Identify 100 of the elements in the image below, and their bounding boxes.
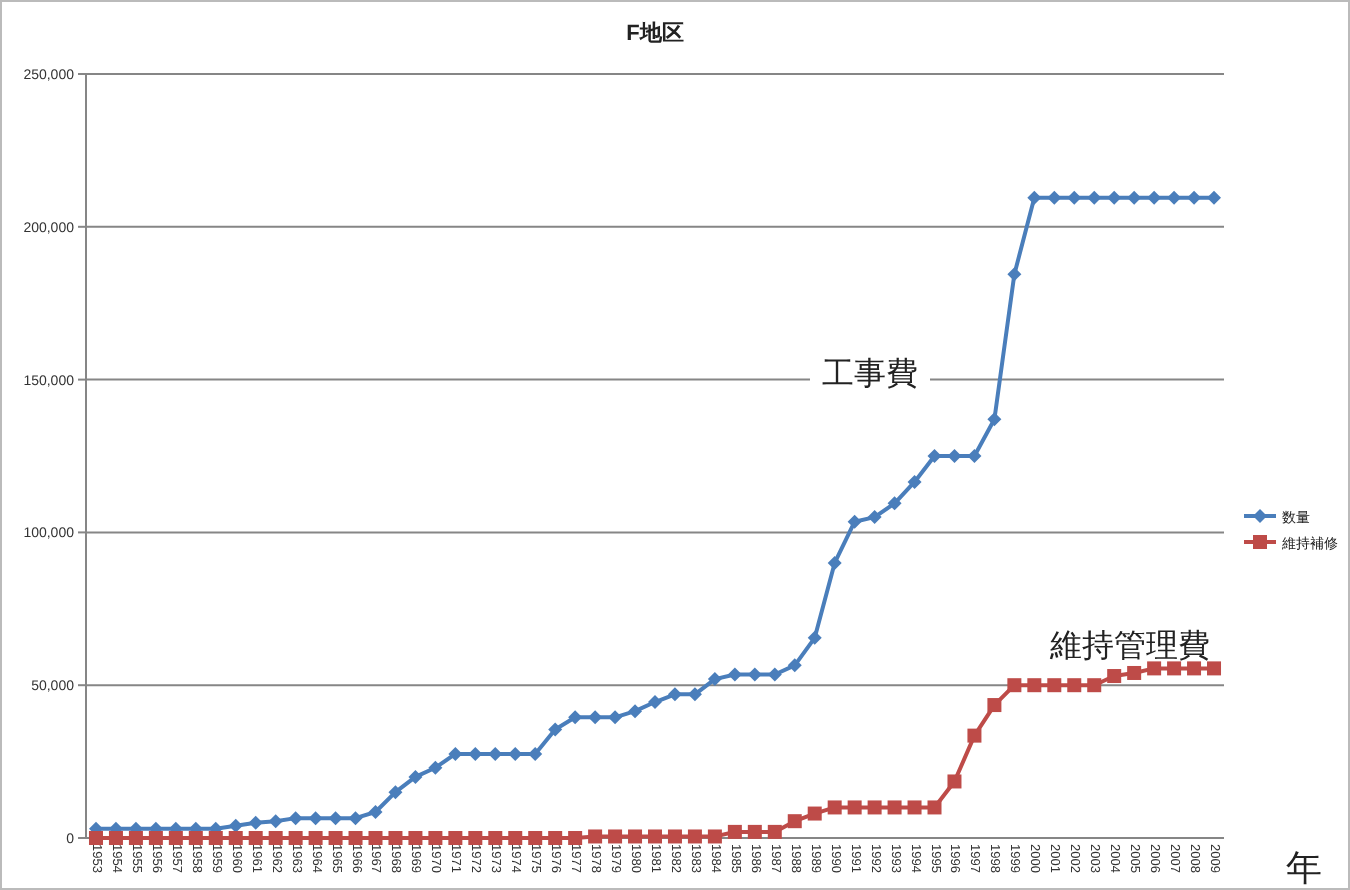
- point: [1147, 661, 1162, 676]
- point: [667, 829, 682, 844]
- point: [767, 824, 782, 839]
- point: [1047, 678, 1062, 693]
- point: [1207, 661, 1222, 676]
- point: [947, 774, 962, 789]
- point: [388, 785, 403, 800]
- point: [268, 831, 283, 845]
- point: [707, 672, 722, 687]
- point: [1167, 190, 1182, 205]
- point: [428, 760, 443, 775]
- point: [967, 728, 982, 743]
- point: [308, 831, 323, 845]
- point: [907, 474, 922, 489]
- point: [368, 831, 383, 845]
- point: [448, 831, 463, 845]
- point: [588, 710, 603, 725]
- point: [827, 555, 842, 570]
- point: [168, 831, 183, 845]
- point: [1107, 190, 1122, 205]
- point: [927, 800, 942, 815]
- point: [747, 667, 762, 682]
- point: [628, 829, 643, 844]
- x-axis-title: 年: [1286, 848, 1322, 888]
- point: [208, 831, 223, 845]
- point: [588, 829, 603, 844]
- point: [568, 831, 583, 845]
- point: [288, 811, 303, 826]
- point: [248, 815, 263, 830]
- point: [408, 831, 423, 845]
- point: [228, 818, 243, 833]
- point: [428, 831, 443, 845]
- point: [787, 814, 802, 829]
- point: [827, 800, 842, 815]
- annotation: 工事費: [822, 354, 918, 392]
- point: [807, 806, 822, 821]
- point: [687, 687, 702, 702]
- point: [288, 831, 303, 845]
- point: [548, 831, 563, 845]
- point: [747, 824, 762, 839]
- point: [468, 831, 483, 845]
- point: [727, 667, 742, 682]
- point: [1127, 190, 1142, 205]
- point: [887, 496, 902, 511]
- point: [847, 800, 862, 815]
- point: [1127, 665, 1142, 680]
- point: [1027, 190, 1042, 205]
- point: [1007, 678, 1022, 693]
- point: [648, 829, 662, 844]
- point: [1107, 669, 1122, 684]
- point: [608, 829, 623, 844]
- point: [1207, 190, 1222, 205]
- point: [947, 449, 962, 463]
- point: [1007, 267, 1022, 282]
- point: [1187, 190, 1202, 205]
- point: [667, 687, 682, 702]
- point: [248, 831, 263, 845]
- point: [328, 811, 343, 826]
- point: [648, 695, 662, 710]
- point: [987, 412, 1002, 427]
- point: [528, 831, 543, 845]
- point: [867, 800, 882, 815]
- point: [188, 831, 203, 845]
- point: [488, 831, 503, 845]
- point: [787, 658, 802, 673]
- point: [987, 698, 1002, 713]
- point: [1027, 678, 1042, 693]
- point: [548, 722, 563, 737]
- point: [1087, 190, 1102, 205]
- point: [907, 800, 922, 815]
- point: [628, 704, 643, 719]
- point: [408, 769, 423, 784]
- point: [108, 831, 123, 845]
- point: [687, 829, 702, 844]
- chart-title: F地区: [626, 20, 684, 46]
- point: [328, 831, 343, 845]
- point: [1067, 678, 1082, 693]
- point: [807, 630, 822, 645]
- point: [727, 824, 742, 839]
- point: [1087, 678, 1102, 693]
- point: [568, 710, 583, 725]
- point: [927, 449, 942, 463]
- point: [767, 667, 782, 682]
- point: [608, 710, 623, 725]
- point: [388, 831, 403, 845]
- point: [847, 514, 862, 529]
- point: [1067, 190, 1082, 205]
- point: [348, 811, 363, 826]
- point: [88, 831, 103, 845]
- annotation: 維持管理費: [1048, 626, 1210, 664]
- point: [268, 814, 283, 829]
- point: [1147, 190, 1162, 205]
- point: [887, 800, 902, 815]
- point: [228, 831, 243, 845]
- point: [308, 811, 323, 826]
- point: [1167, 661, 1182, 676]
- point: [128, 831, 143, 845]
- point: [867, 510, 882, 525]
- point: [468, 746, 483, 761]
- point: [528, 746, 543, 761]
